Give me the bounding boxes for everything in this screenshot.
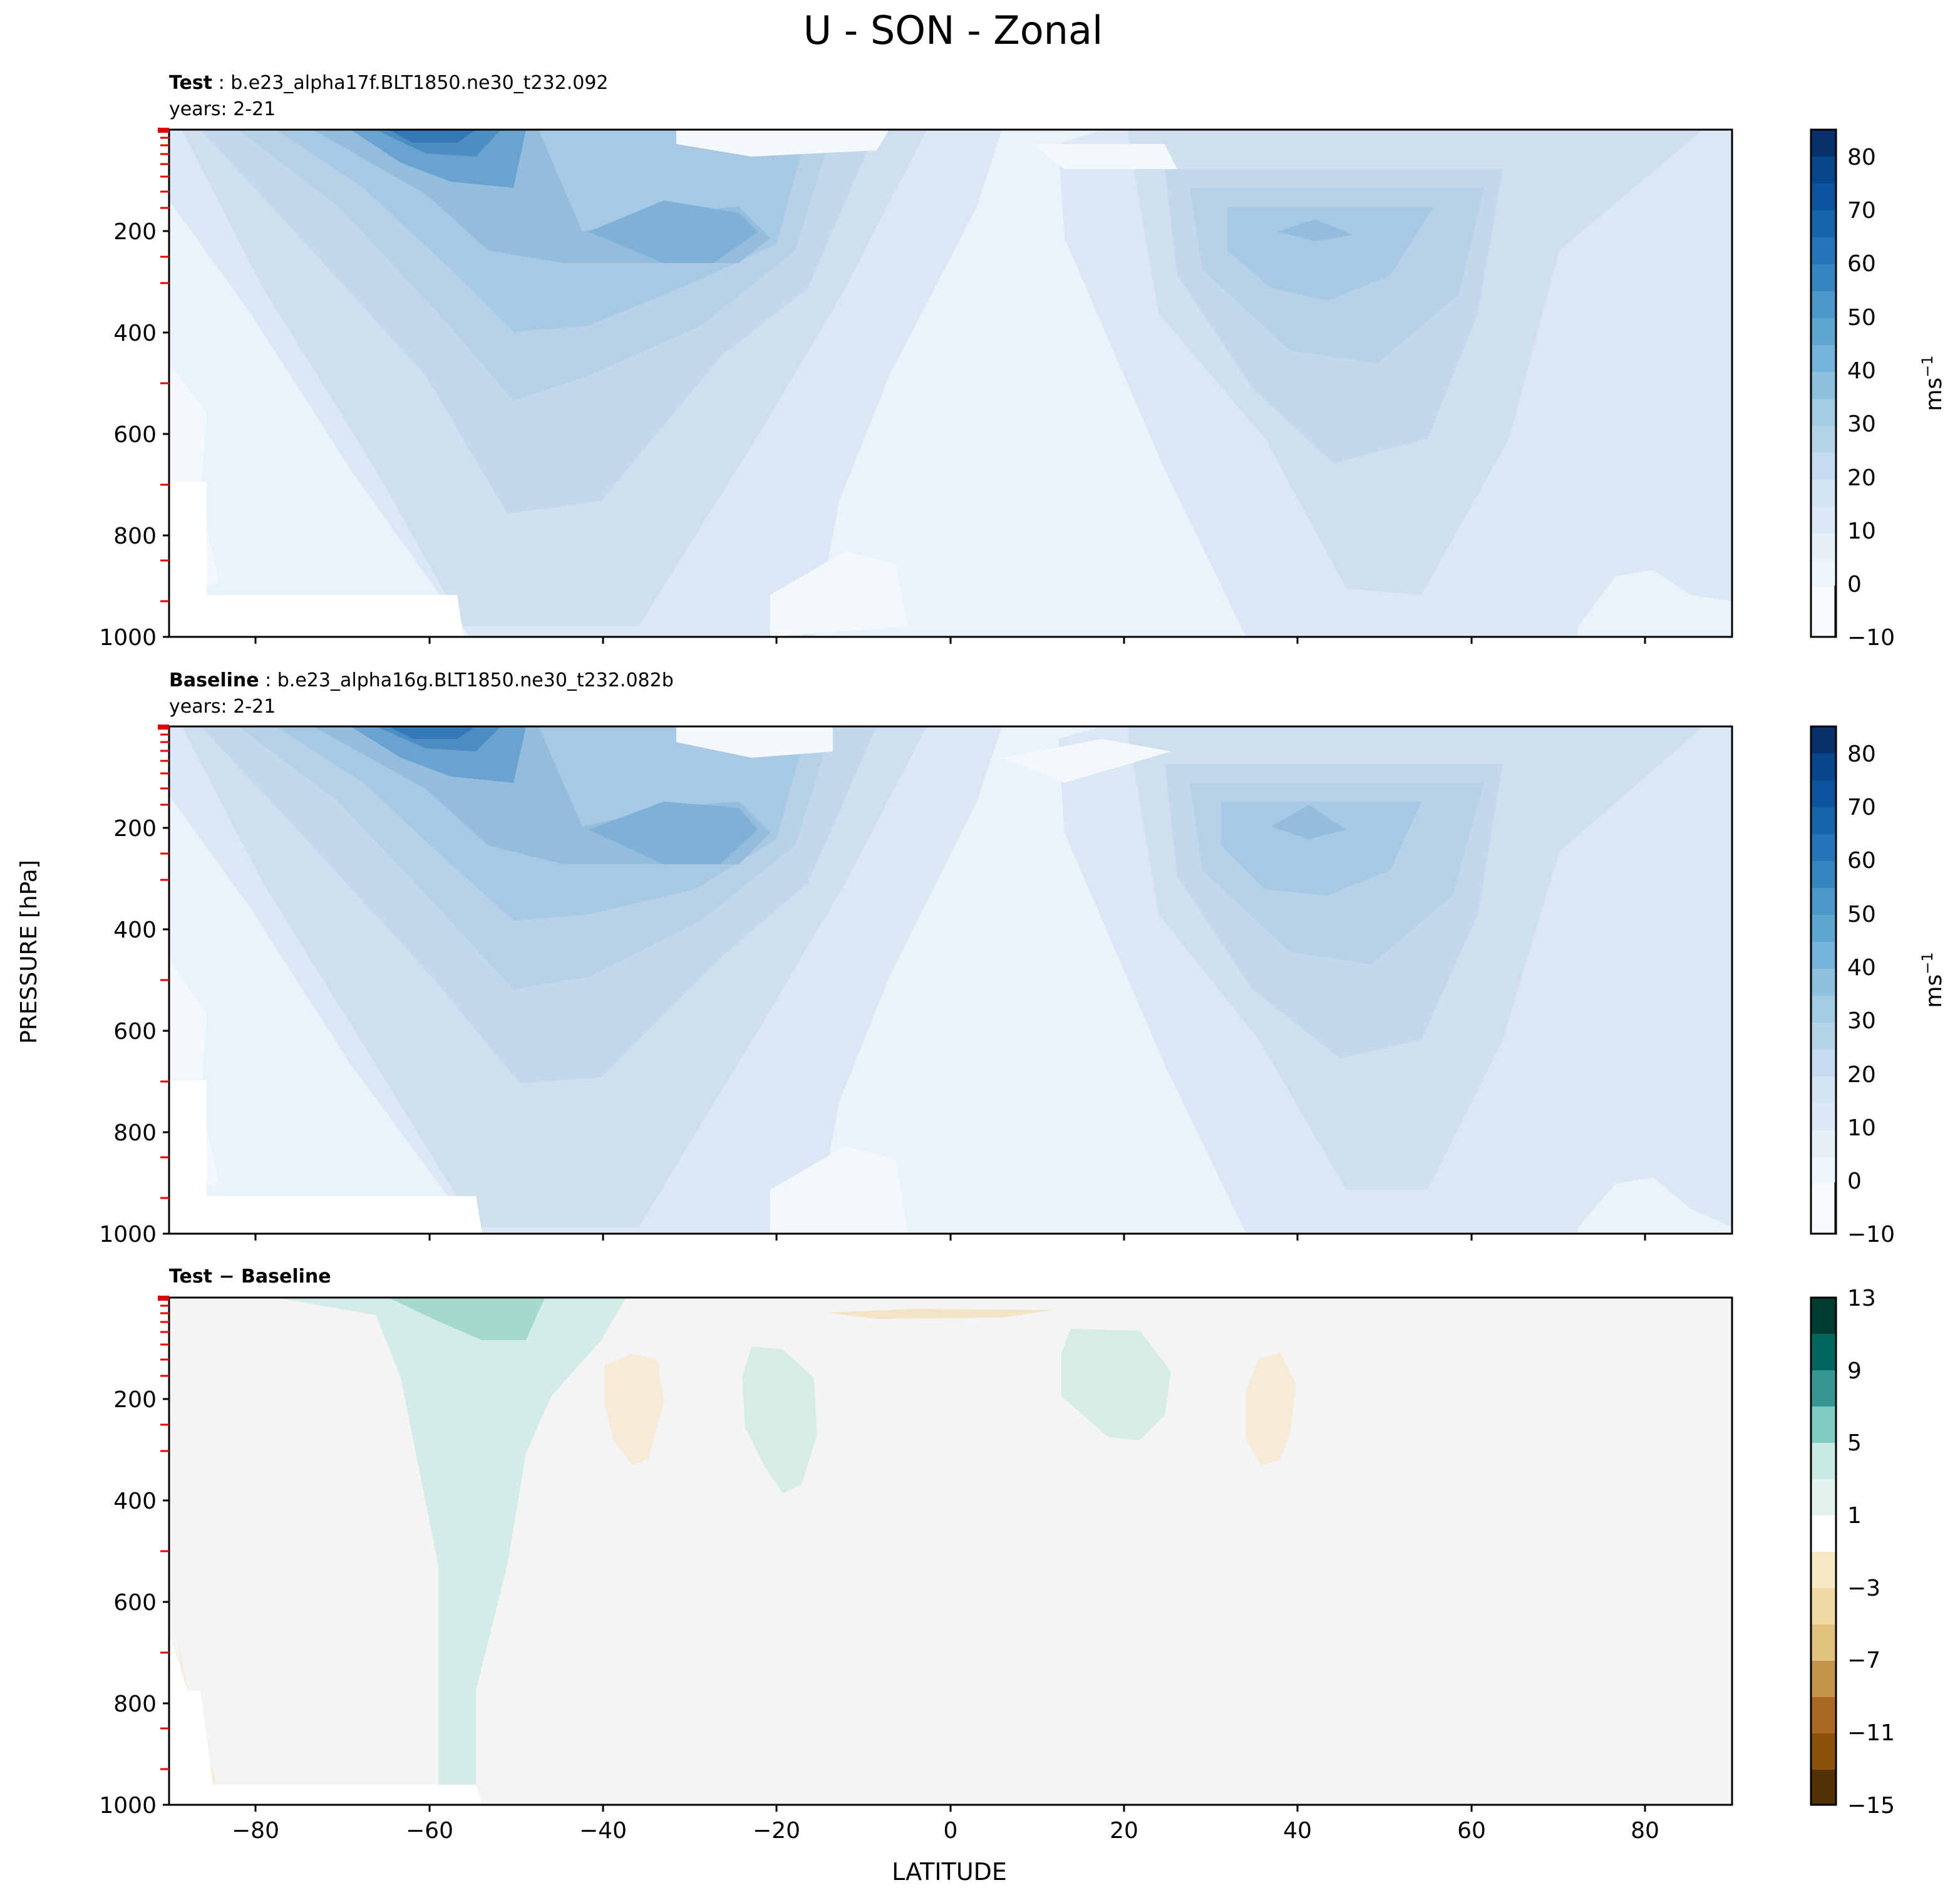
colorbar-diff: −15 −11 −7 −3 1 5 9 13 xyxy=(1810,1286,1895,1819)
colorbar-test: −10 0 10 20 30 40 50 60 70 80 ms−1 xyxy=(1810,128,1947,651)
cb3-tick-7: 13 xyxy=(1847,1286,1876,1311)
panel-diff: Test − Baseline 200 400 600 8 xyxy=(99,1266,1733,1844)
svg-text:800: 800 xyxy=(113,1691,157,1717)
svg-text:600: 600 xyxy=(113,1590,157,1616)
svg-text:1000: 1000 xyxy=(99,1793,157,1819)
x-tick-label: −40 xyxy=(579,1818,627,1844)
cb1-tick-1: 0 xyxy=(1847,572,1862,597)
panel-test-y-ticks: 200 400 600 800 1000 xyxy=(99,219,169,651)
panel-diff-level-markers xyxy=(158,1296,169,1770)
y-axis-label: PRESSURE [hPa] xyxy=(16,860,42,1044)
svg-text:200: 200 xyxy=(113,816,157,842)
cb2-label: ms−1 xyxy=(1919,952,1947,1008)
x-tick-label: −80 xyxy=(232,1818,279,1844)
panel-diff-x-ticks xyxy=(254,1805,1646,1812)
svg-text:200: 200 xyxy=(113,219,157,245)
x-tick-label: 0 xyxy=(944,1818,958,1844)
x-axis-label: LATITUDE xyxy=(892,1858,1007,1886)
panel-diff-y-ticks: 200 400 600 800 1000 xyxy=(99,1387,169,1819)
cb1-tick-6: 50 xyxy=(1847,305,1876,331)
panel-diff-x-tick-labels: −80 −60 −40 −20 0 20 40 60 80 xyxy=(232,1818,1659,1844)
cb1-tick-5: 40 xyxy=(1847,358,1876,384)
cb3-tick-3: −3 xyxy=(1847,1576,1880,1601)
panel-test: Test : b.e23_alpha17f.BLT1850.ne30_t232.… xyxy=(99,72,1733,651)
figure-title: U - SON - Zonal xyxy=(803,8,1103,53)
x-tick-label: 60 xyxy=(1457,1818,1486,1844)
cb2-tick-7: 60 xyxy=(1847,848,1876,874)
cb2-tick-6: 50 xyxy=(1847,902,1876,927)
panel-baseline-y-ticks: 200 400 600 800 1000 xyxy=(99,816,169,1247)
svg-text:800: 800 xyxy=(113,1120,157,1146)
panel-baseline-title-bold: Baseline xyxy=(169,669,259,691)
panel-baseline-level-markers xyxy=(158,725,169,1199)
cb1-tick-9: 80 xyxy=(1847,145,1876,170)
cb3-tick-4: 1 xyxy=(1847,1503,1862,1529)
cb2-tick-2: 10 xyxy=(1847,1115,1876,1141)
cb3-tick-1: −11 xyxy=(1847,1720,1895,1746)
svg-text:1000: 1000 xyxy=(99,1222,157,1247)
svg-text:400: 400 xyxy=(113,917,157,943)
cb3-tick-2: −7 xyxy=(1847,1648,1880,1673)
cb2-tick-9: 80 xyxy=(1847,741,1876,767)
panel-diff-contours xyxy=(169,1298,1732,1805)
svg-text:1000: 1000 xyxy=(99,625,157,651)
svg-text:800: 800 xyxy=(113,524,157,549)
x-tick-label: 80 xyxy=(1631,1818,1659,1844)
cb2-tick-3: 20 xyxy=(1847,1062,1876,1088)
svg-text:600: 600 xyxy=(113,422,157,448)
panel-baseline: Baseline : b.e23_alpha16g.BLT1850.ne30_t… xyxy=(99,669,1733,1247)
x-tick-label: 20 xyxy=(1110,1818,1138,1844)
svg-text:400: 400 xyxy=(113,321,157,346)
cb2-tick-0: −10 xyxy=(1847,1222,1895,1247)
cb3-tick-5: 5 xyxy=(1847,1430,1862,1456)
panel-baseline-contours xyxy=(169,726,1732,1234)
panel-test-contours xyxy=(169,130,1732,637)
cb1-tick-0: −10 xyxy=(1847,625,1895,651)
panel-test-title-rest: : b.e23_alpha17f.BLT1850.ne30_t232.092 xyxy=(212,72,608,94)
panel-test-level-markers xyxy=(158,128,169,602)
panel-baseline-title-rest: : b.e23_alpha16g.BLT1850.ne30_t232.082b xyxy=(259,669,674,691)
cb1-tick-7: 60 xyxy=(1847,251,1876,277)
x-tick-label: 40 xyxy=(1283,1818,1312,1844)
svg-text:200: 200 xyxy=(113,1387,157,1413)
colorbar-baseline: −10 0 10 20 30 40 50 60 70 80 ms−1 xyxy=(1810,725,1947,1247)
panel-test-title-bold: Test xyxy=(169,72,212,94)
panel-baseline-title: Baseline : b.e23_alpha16g.BLT1850.ne30_t… xyxy=(169,669,674,691)
x-tick-label: −60 xyxy=(406,1818,453,1844)
cb2-tick-4: 30 xyxy=(1847,1008,1876,1034)
cb1-tick-3: 20 xyxy=(1847,465,1876,491)
cb1-tick-2: 10 xyxy=(1847,519,1876,544)
cb1-tick-8: 70 xyxy=(1847,198,1876,224)
svg-text:400: 400 xyxy=(113,1489,157,1514)
svg-text:600: 600 xyxy=(113,1019,157,1045)
cb3-tick-6: 9 xyxy=(1847,1358,1862,1384)
x-tick-label: −20 xyxy=(753,1818,800,1844)
panel-test-title: Test : b.e23_alpha17f.BLT1850.ne30_t232.… xyxy=(169,72,609,94)
panel-test-x-ticks xyxy=(254,637,1646,644)
cb2-tick-5: 40 xyxy=(1847,955,1876,981)
cb1-tick-4: 30 xyxy=(1847,411,1876,437)
cb2-tick-8: 70 xyxy=(1847,795,1876,820)
panel-test-years: years: 2-21 xyxy=(169,98,276,120)
panel-diff-title: Test − Baseline xyxy=(169,1266,331,1288)
panel-baseline-years: years: 2-21 xyxy=(169,696,276,718)
cb1-label: ms−1 xyxy=(1919,355,1947,411)
cb3-tick-0: −15 xyxy=(1847,1793,1895,1819)
cb2-tick-1: 0 xyxy=(1847,1169,1862,1194)
panel-baseline-x-ticks xyxy=(254,1234,1646,1241)
